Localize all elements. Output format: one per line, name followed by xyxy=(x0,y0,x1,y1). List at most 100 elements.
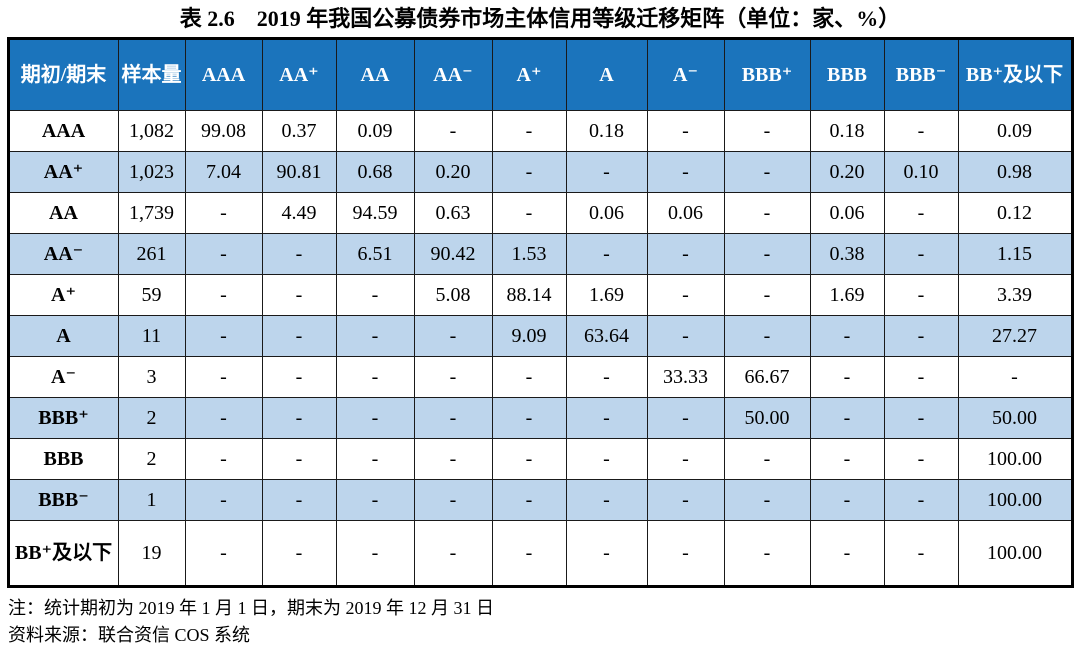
table-cell: - xyxy=(413,438,493,480)
note-data-source: 资料来源：联合资信 COS 系统 xyxy=(8,625,251,645)
table-cell: - xyxy=(883,233,959,275)
column-header-7: A xyxy=(565,38,648,111)
table-cell: - xyxy=(184,397,263,439)
row-label: A⁻ xyxy=(7,356,119,398)
table-cell: - xyxy=(413,397,493,439)
table-cell: - xyxy=(335,438,415,480)
table-cell: 261 xyxy=(117,233,186,275)
table-cell: - xyxy=(261,438,337,480)
table-cell: - xyxy=(261,274,337,316)
table-row: BBB⁻ 1- - - - - - - - - -100.00 xyxy=(7,479,1073,521)
column-header-0: 期初/期末 xyxy=(7,38,119,111)
column-header-5: AA⁻ xyxy=(413,38,493,111)
table-cell: 1.15 xyxy=(957,233,1073,275)
row-label: BBB⁻ xyxy=(7,479,119,521)
table-cell: 0.98 xyxy=(957,151,1073,193)
table-cell: - xyxy=(335,274,415,316)
table-cell: 0.38 xyxy=(809,233,885,275)
table-notes: 注：统计期初为 2019 年 1 月 1 日，期末为 2019 年 12 月 3… xyxy=(8,595,1072,649)
table-cell: 90.81 xyxy=(261,151,337,193)
table-cell: - xyxy=(184,315,263,357)
row-label: BBB xyxy=(7,438,119,480)
table-cell: 99.08 xyxy=(184,110,263,152)
table-cell: - xyxy=(261,479,337,521)
table-cell: - xyxy=(723,151,811,193)
table-cell: - xyxy=(261,315,337,357)
table-row: BBB 2- - - - - - - - - -100.00 xyxy=(7,438,1073,480)
table-cell: 1,023 xyxy=(117,151,186,193)
table-cell: - xyxy=(491,438,567,480)
table-cell: - xyxy=(184,520,263,587)
table-cell: - xyxy=(883,438,959,480)
table-row: AA⁻ 261- -6.51 90.42 1.53- - -0.38-1.15 xyxy=(7,233,1073,275)
table-cell: - xyxy=(809,315,885,357)
table-cell: - xyxy=(184,356,263,398)
table-cell: 0.20 xyxy=(413,151,493,193)
table-cell: - xyxy=(646,233,725,275)
table-cell: 0.10 xyxy=(883,151,959,193)
column-header-11: BBB⁻ xyxy=(883,38,959,111)
table-row: AAA 1,082 99.08 0.37 0.09- -0.18- -0.18-0.09 xyxy=(7,110,1073,152)
table-cell: - xyxy=(413,479,493,521)
table-cell: - xyxy=(335,397,415,439)
table-cell: - xyxy=(883,110,959,152)
table-cell: 2 xyxy=(117,397,186,439)
table-cell: - xyxy=(809,479,885,521)
row-label: A⁺ xyxy=(7,274,119,316)
table-cell: - xyxy=(883,520,959,587)
table-row: A 11- - - -9.09 63.64- - - -27.27 xyxy=(7,315,1073,357)
table-cell: - xyxy=(335,356,415,398)
table-cell: 0.09 xyxy=(335,110,415,152)
table-cell: - xyxy=(646,479,725,521)
table-cell: 0.18 xyxy=(809,110,885,152)
table-cell: - xyxy=(565,151,648,193)
table-cell: 0.12 xyxy=(957,192,1073,234)
table-cell: 50.00 xyxy=(957,397,1073,439)
table-cell: - xyxy=(723,438,811,480)
table-cell: - xyxy=(565,479,648,521)
table-cell: - xyxy=(184,192,263,234)
table-cell: 3.39 xyxy=(957,274,1073,316)
table-cell: - xyxy=(184,479,263,521)
row-label: AA xyxy=(7,192,119,234)
table-cell: - xyxy=(413,520,493,587)
table-cell: 63.64 xyxy=(565,315,648,357)
table-cell: - xyxy=(809,356,885,398)
table-cell: 59 xyxy=(117,274,186,316)
table-cell: 7.04 xyxy=(184,151,263,193)
table-cell: - xyxy=(261,397,337,439)
column-header-1: 样本量 xyxy=(117,38,186,111)
table-cell: - xyxy=(184,274,263,316)
column-header-4: AA xyxy=(335,38,415,111)
row-label: BB⁺及以下 xyxy=(7,520,119,587)
table-cell: - xyxy=(809,397,885,439)
rating-migration-table: 期初/期末 样本量 AAA AA⁺ AA AA⁻ A⁺ A A⁻ BBB⁺ BBB BBB⁻ BB⁺及以… xyxy=(6,37,1074,588)
table-cell: - xyxy=(957,356,1073,398)
table-cell: - xyxy=(184,233,263,275)
table-cell: - xyxy=(883,397,959,439)
header-row: 期初/期末 样本量 AAA AA⁺ AA AA⁻ A⁺ A A⁻ BBB⁺ BBB BBB⁻ BB⁺及以… xyxy=(7,38,1073,111)
table-cell: - xyxy=(261,356,337,398)
table-cell: - xyxy=(883,315,959,357)
table-cell: - xyxy=(723,192,811,234)
table-cell: 27.27 xyxy=(957,315,1073,357)
table-cell: 0.37 xyxy=(261,110,337,152)
table-cell: - xyxy=(646,151,725,193)
table-cell: 0.68 xyxy=(335,151,415,193)
table-cell: - xyxy=(646,438,725,480)
table-cell: - xyxy=(491,397,567,439)
table-cell: 0.06 xyxy=(646,192,725,234)
table-cell: - xyxy=(883,274,959,316)
table-cell: - xyxy=(646,110,725,152)
table-cell: 0.06 xyxy=(809,192,885,234)
row-label: AAA xyxy=(7,110,119,152)
table-cell: 0.18 xyxy=(565,110,648,152)
table-cell: - xyxy=(723,233,811,275)
table-row: A⁻ 3- - - - - -33.33 66.67- - - xyxy=(7,356,1073,398)
row-label: AA⁻ xyxy=(7,233,119,275)
table-cell: - xyxy=(565,397,648,439)
table-row: BB⁺及以下 19- - - - - - - - - -100.00 xyxy=(7,520,1073,587)
column-header-12: BB⁺及以下 xyxy=(957,38,1073,111)
table-cell: 1.69 xyxy=(565,274,648,316)
